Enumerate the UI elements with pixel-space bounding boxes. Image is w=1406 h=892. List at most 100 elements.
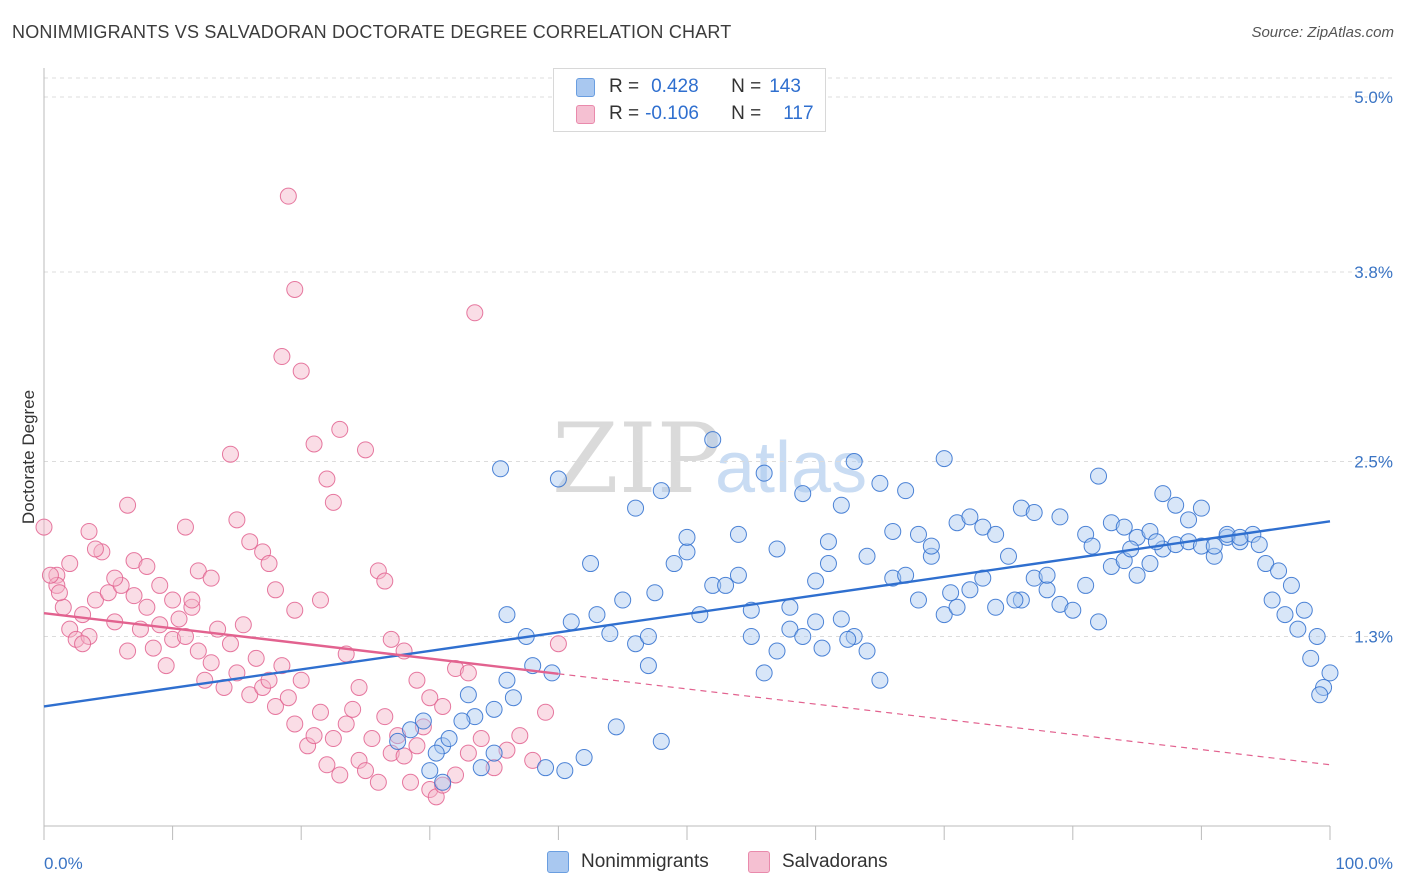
nonimmigrants-point [781,598,799,616]
nonimmigrants-point [1025,504,1043,522]
nonimmigrants-point [807,613,825,631]
salvadorans-point [318,470,336,488]
salvadorans-point [363,730,381,748]
salvadorans-trend-extension [558,673,1331,766]
nonimmigrants-point [961,581,979,599]
nonimmigrants-point [768,540,786,558]
salvadorans-point [408,671,426,689]
nonimmigrants-point [652,482,670,500]
nonimmigrants-point [1263,591,1281,609]
salvadorans-point [447,766,465,784]
nonimmigrants-point [614,591,632,609]
salvadorans-point [292,671,310,689]
nonimmigrants-point [492,460,510,478]
watermark-zip: ZIP [552,403,721,515]
nonimmigrants-point [813,639,831,657]
nonimmigrants-point [961,508,979,526]
nonimmigrants-point [537,759,555,777]
nonimmigrants-point [472,759,490,777]
nonimmigrants-point [1064,601,1082,619]
nonimmigrants-point [1270,562,1288,580]
x-tick-label-min: 0.0% [44,854,83,873]
salvadorans-point [74,606,92,624]
nonimmigrants-point [1012,499,1030,517]
legend-swatch-blue [576,77,595,97]
nonimmigrants-point [402,721,420,739]
nonimmigrants-point [1038,581,1056,599]
salvadorans-point [164,630,182,648]
salvadorans-point [164,591,182,609]
salvadorans-point [151,576,169,594]
nonimmigrants-point [639,657,657,675]
salvadorans-point [61,620,79,638]
salvadorans-point [183,598,201,616]
salvadorans-point [311,591,329,609]
nonimmigrants-point [504,689,522,707]
bottom-legend-salvadorans: Salvadorans [748,851,888,873]
salvadorans-point [99,584,117,602]
salvadorans-point [376,572,394,590]
salvadorans-point [202,569,220,587]
nonimmigrants-point [466,708,484,726]
nonimmigrants-point [832,496,850,514]
salvadorans-point [202,654,220,672]
salvadorans-point [254,678,272,696]
legend-n-value: 117 [783,103,814,124]
nonimmigrants-point [1102,514,1120,532]
salvadorans-point [408,737,426,755]
nonimmigrants-point [871,474,889,492]
salvadorans-point [119,496,137,514]
nonimmigrants-point [1205,547,1223,565]
nonimmigrants-point [1250,536,1268,554]
nonimmigrants-point [755,664,773,682]
nonimmigrants-point [768,642,786,660]
salvadorans-point [466,304,484,322]
nonimmigrants-point [987,598,1005,616]
salvadorans-point [247,649,265,667]
nonimmigrants-point [1025,569,1043,587]
nonimmigrants-point [627,635,645,653]
nonimmigrants-point [781,620,799,638]
salvadorans-point [279,187,297,205]
nonimmigrants-point [897,482,915,500]
salvadorans-point [331,766,349,784]
nonimmigrants-point [691,606,709,624]
salvadorans-point [125,587,143,605]
nonimmigrants-point [794,627,812,645]
x-tick-label-max: 100.0% [1335,854,1393,873]
salvadorans-point [106,569,124,587]
nonimmigrants-point [1167,496,1185,514]
nonimmigrants-point [909,591,927,609]
nonimmigrants-point [942,584,960,602]
salvadorans-point [260,555,278,573]
salvadorans-point [266,581,284,599]
nonimmigrants-point [652,732,670,750]
y-tick-label: 5.0% [1354,88,1393,107]
nonimmigrants-point [1231,528,1249,546]
salvadorans-point [357,762,374,780]
nonimmigrants-point [1006,591,1024,609]
salvadorans-point [324,493,342,511]
nonimmigrants-point [884,522,902,540]
nonimmigrants-point [427,744,445,762]
nonimmigrants-point [704,576,722,594]
salvadorans-point [369,773,387,791]
stats-legend: R = 0.428 N = 143 R = -0.106 N = 117 [553,68,826,132]
nonimmigrants-point [948,598,966,616]
nonimmigrants-point [1180,511,1198,529]
salvadorans-point [382,630,400,648]
legend-swatch-pink [576,104,595,124]
nonimmigrants-point [1083,537,1101,555]
salvadorans-point [286,715,304,733]
bottom-legend-swatch-blue [547,851,569,873]
salvadorans-point [498,741,516,759]
salvadorans-point [80,627,98,645]
salvadorans-point [189,642,207,660]
nonimmigrants-point [1192,537,1210,555]
nonimmigrants-point [819,555,837,573]
nonimmigrants-point [1128,566,1146,584]
nonimmigrants-point [549,470,567,488]
legend-n-value: 143 [769,76,801,97]
salvadorans-point [176,627,194,645]
salvadorans-point [459,664,477,682]
